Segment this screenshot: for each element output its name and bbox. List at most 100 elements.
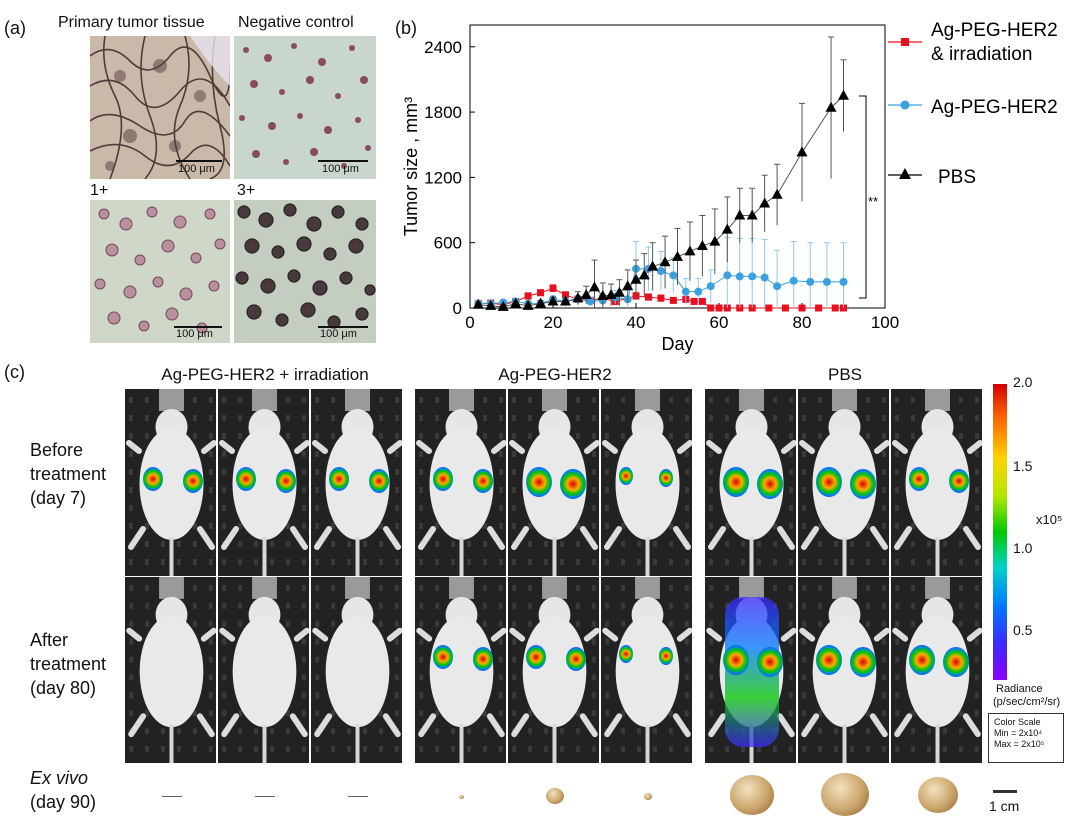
data-point — [715, 304, 723, 312]
row-label-before-line: treatment — [30, 464, 107, 484]
colorbar-tick-label: 1.0 — [1013, 540, 1033, 556]
cm-scale-label: 1 cm — [989, 798, 1020, 814]
mouse-image-before — [311, 389, 404, 576]
data-point — [605, 288, 617, 299]
tumor-signal — [757, 469, 783, 499]
mouse-image-after — [705, 577, 798, 763]
tumor-signal — [723, 467, 749, 497]
legend-marker — [899, 168, 911, 179]
scale-bar-label: 100 μm — [178, 163, 215, 175]
cm-scale-bar — [993, 790, 1017, 793]
tumor-signal — [526, 467, 552, 497]
data-point — [684, 245, 696, 256]
data-point — [825, 101, 837, 112]
data-point — [561, 291, 569, 299]
y-tick-label: 0 — [453, 299, 462, 318]
legend-label: Ag-PEG-HER2 — [931, 20, 1058, 41]
mouse-image-before — [601, 389, 694, 576]
data-point — [707, 304, 715, 312]
histology-title-3plus: 3+ — [237, 182, 256, 199]
tumor-signal — [816, 467, 842, 497]
histology-title-1plus: 1+ — [90, 182, 109, 199]
row-label-exvivo-line: (day 90) — [30, 792, 97, 812]
data-point — [586, 297, 595, 306]
data-point — [681, 287, 690, 296]
data-point — [694, 287, 703, 296]
color-scale-line: Min = 2x10⁴ — [994, 728, 1043, 738]
tumor-signal — [816, 645, 842, 675]
exvivo-none-mark — [254, 796, 275, 797]
mouse-image-after — [125, 577, 218, 763]
tumor-signal — [143, 467, 163, 491]
mouse-image-after — [311, 577, 404, 763]
data-point — [656, 266, 665, 275]
tumor-signal — [276, 469, 296, 493]
tumor-signal — [560, 469, 586, 499]
mouse-image-before — [415, 389, 508, 576]
tumor-signal — [909, 645, 935, 675]
data-point — [630, 273, 642, 284]
mouse-image-after — [601, 577, 694, 763]
data-point — [760, 273, 769, 282]
histology-image-primary-tumor: 100 μm — [90, 36, 230, 179]
histology-image-3plus: 100 μm — [234, 200, 376, 343]
row-label-after: After treatment (day 80) — [30, 628, 106, 700]
colorbar-unit: (p/sec/cm²/sr) — [993, 696, 1061, 708]
data-point — [549, 284, 557, 292]
data-point — [781, 304, 789, 312]
data-point — [771, 188, 783, 199]
data-point — [622, 280, 634, 291]
tumor-signal — [433, 467, 453, 491]
scale-bar — [176, 160, 222, 162]
tumor-signal — [949, 469, 969, 493]
tumor-signal — [723, 645, 749, 675]
mouse-image-after — [415, 577, 508, 763]
data-point — [765, 304, 773, 312]
data-point — [798, 304, 806, 312]
exvivo-tumor — [917, 777, 958, 813]
data-point — [815, 304, 823, 312]
data-point — [497, 300, 509, 311]
data-point — [759, 197, 771, 208]
scale-bar — [318, 326, 368, 328]
tumor-signal — [619, 467, 633, 485]
y-tick-label: 600 — [434, 234, 462, 253]
colorbar-multiplier: x10⁵ — [1036, 512, 1063, 527]
data-point — [644, 293, 652, 301]
data-point — [638, 269, 650, 280]
mouse-image-before — [508, 389, 601, 576]
legend-marker — [900, 100, 910, 110]
scale-bar-label: 100 μm — [176, 328, 213, 340]
scale-bar — [174, 326, 222, 328]
exvivo-none-mark — [161, 796, 182, 797]
mouse-image-after — [218, 577, 311, 763]
data-point — [524, 292, 532, 300]
histology-image-negative-control: 100 μm — [234, 36, 376, 179]
color-scale-line: Color Scale — [994, 717, 1041, 727]
data-point — [669, 296, 677, 304]
data-point — [748, 272, 757, 281]
tumor-signal — [566, 647, 586, 671]
x-tick-label: 80 — [793, 313, 812, 332]
row-label-after-line: After — [30, 630, 69, 650]
data-point — [698, 297, 706, 305]
data-point — [696, 239, 708, 250]
tumor-signal — [757, 647, 783, 677]
mouse-image-before — [705, 389, 798, 576]
data-point — [472, 298, 484, 309]
row-label-exvivo: Ex vivo (day 90) — [30, 766, 96, 814]
exvivo-tumor — [820, 773, 869, 817]
legend-label: PBS — [938, 167, 976, 188]
group-title-irradiation: Ag-PEG-HER2 + irradiation — [161, 365, 369, 384]
exvivo-tumor — [545, 788, 564, 805]
mouse-image-after — [891, 577, 984, 763]
x-tick-label: 0 — [465, 313, 474, 332]
scale-bar-label: 100 μm — [322, 163, 359, 175]
row-label-before-line: (day 7) — [30, 488, 87, 508]
colorbar-tick-label: 0.5 — [1013, 622, 1033, 638]
data-point — [669, 271, 678, 280]
colorbar-unit-label: Radiance — [996, 683, 1043, 695]
x-tick-label: 40 — [627, 313, 646, 332]
panel-b-label: (b) — [395, 18, 417, 38]
tumor-signal — [850, 647, 876, 677]
